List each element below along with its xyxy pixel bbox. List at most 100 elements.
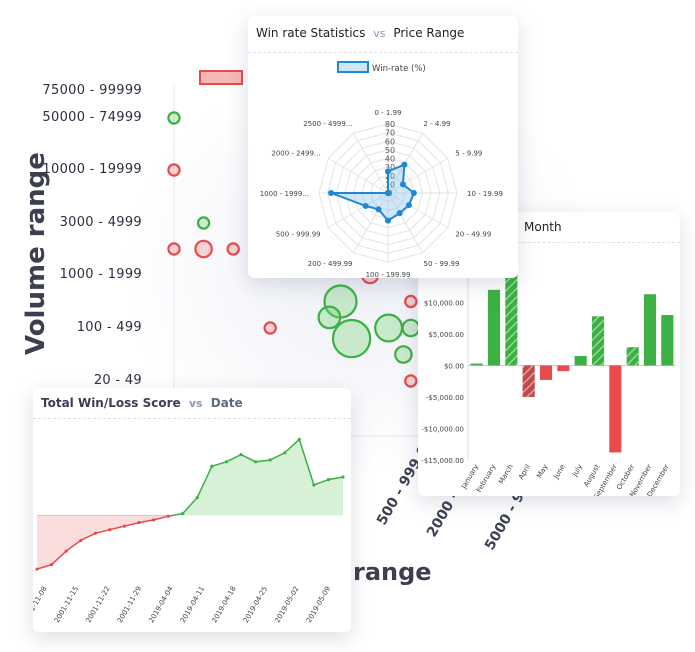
bar-y-tick-label: -$10,000.00 (421, 425, 464, 433)
bar (643, 294, 657, 366)
area-chart-title2: Date (210, 396, 243, 410)
bar (574, 356, 587, 366)
radar-category-label: 20 - 49.99 (455, 231, 491, 239)
area-point (239, 453, 243, 457)
bubble-point (331, 318, 372, 359)
area-x-tick-label: 2019-04-04 (147, 585, 175, 625)
bubble-point (167, 242, 181, 256)
win-loss-card-title: Total Win/Loss Score vs Date (33, 388, 351, 419)
radar-card-title: Win rate Statistics vs Price Range (248, 16, 518, 53)
area-point (35, 567, 39, 571)
radar-point (399, 181, 406, 188)
area-point (341, 475, 345, 479)
bubble-y-tick-label: 3000 - 4999 (59, 215, 142, 230)
radar-point (405, 202, 412, 209)
radar-title: Win rate Statistics (256, 26, 366, 40)
bubble-y-tick-label: 10000 - 19999 (42, 162, 142, 177)
radar-point (385, 190, 391, 196)
bar-y-tick-label: $10,000.00 (424, 299, 464, 307)
area-negative-fill (37, 515, 173, 570)
bubble-x-axis-title: range (353, 558, 432, 586)
area-point (151, 518, 156, 522)
radar-r-tick-label: 80 (385, 120, 395, 129)
bar (522, 365, 535, 397)
radar-point (401, 161, 408, 168)
area-point (253, 460, 258, 464)
bar-x-tick-label: April (517, 463, 532, 481)
bar-y-tick-label: -$15,000.00 (421, 457, 464, 465)
area-x-tick-label: 2001-11-15 (53, 585, 80, 624)
bar (557, 365, 570, 372)
area-x-tick-label: 2019-05-09 (305, 585, 332, 624)
area-point (79, 538, 83, 543)
radar-spoke (387, 192, 449, 228)
radar-r-tick-label: 30 (385, 163, 395, 172)
radar-category-label: 1000 - 1999... (260, 190, 309, 198)
area-x-tick-label: 2019-04-25 (242, 585, 269, 624)
radar-category-label: 5 - 9.99 (455, 150, 482, 158)
bar (505, 264, 518, 366)
radar-category-label: 0 - 1.99 (374, 109, 401, 117)
bubble-legend-swatch (199, 70, 243, 85)
area-point (122, 524, 127, 528)
bar-x-tick-label: March (497, 463, 515, 485)
radar-legend: Win-rate (%) (337, 61, 426, 74)
win-loss-score-card: Total Win/Loss Score vs Date 2001-11-08 2… (33, 388, 351, 632)
radar-r-tick-label: 10 (385, 180, 395, 189)
radar-vs: vs (373, 27, 386, 40)
radar-point (385, 217, 391, 224)
bar (661, 315, 674, 366)
radar-series-area (330, 163, 416, 222)
bubble-point (374, 313, 404, 343)
radar-legend-label: Win-rate (%) (372, 64, 426, 74)
bar-y-tick-label: $5,000.00 (428, 331, 464, 339)
bubble-point (167, 163, 181, 177)
area-point (166, 514, 170, 518)
bubble-point (404, 374, 418, 388)
bubble-y-tick-label: 1000 - 1999 (59, 267, 142, 282)
area-x-tick-label: 2001-11-22 (84, 585, 111, 624)
area-point (268, 458, 272, 462)
area-point (283, 451, 287, 455)
area-point (312, 483, 316, 487)
area-point (64, 549, 68, 553)
monthly-bar-card: Month $15,000.00$10,000.00$5,000.00$0.00… (418, 212, 680, 496)
bar-chart: $15,000.00$10,000.00$5,000.00$0.00-$5,00… (421, 252, 676, 496)
win-rate-radar-card: Win rate Statistics vs Price Range Win-r… (248, 16, 518, 278)
bubble-point (394, 345, 413, 364)
bubble-point (401, 318, 421, 338)
bar-x-tick-label: July (570, 463, 584, 479)
bar (487, 289, 501, 366)
area-point (108, 528, 112, 532)
area-point (326, 478, 331, 482)
bubble-point (194, 239, 213, 259)
radar-category-label: 2500 - 4999... (303, 120, 352, 128)
area-point (93, 531, 97, 535)
area-positive-fill (173, 439, 343, 516)
radar-point (385, 168, 391, 175)
bar (539, 365, 553, 380)
bubble-point (196, 216, 211, 230)
area-chart-vs: vs (188, 397, 203, 410)
radar-r-tick-label: 50 (385, 146, 395, 155)
radar-point (362, 202, 369, 209)
area-chart: 2001-11-08 2001-11-15 2001-11-22 2001-11-29… (33, 437, 345, 625)
area-point (195, 495, 199, 500)
bubble-y-tick-label: 100 - 499 (76, 320, 142, 335)
radar-category-label: 50 - 99.99 (424, 260, 460, 268)
radar-point (410, 190, 417, 196)
bar-y-tick-label: $0.00 (444, 362, 464, 370)
radar-category-label: 10 - 19.99 (467, 190, 503, 198)
radar-category-label: 100 - 199.99 (366, 271, 411, 278)
bubble-y-tick-label: 50000 - 74999 (42, 110, 142, 125)
area-point (297, 437, 301, 442)
radar-legend-swatch (337, 61, 369, 73)
bubble-point (263, 321, 277, 335)
area-point (137, 520, 141, 525)
area-point (49, 562, 54, 567)
radar-spoke (387, 158, 449, 194)
radar-spoke (353, 132, 389, 194)
radar-chart: Win-rate (%)010203040506070800 - 1.992 -… (260, 61, 503, 278)
area-x-tick-label: 2001-11-08 (33, 585, 49, 624)
bar-y-tick-label: -$5,000.00 (426, 394, 464, 402)
